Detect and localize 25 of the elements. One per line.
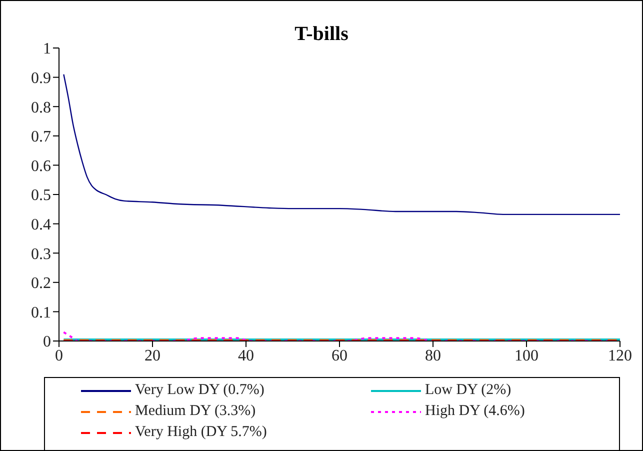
- y-tick-label: 0.2: [31, 275, 51, 292]
- legend-label: Low DY (2%): [425, 382, 512, 399]
- x-tick-label: 20: [144, 347, 160, 364]
- x-tick-label: 100: [514, 347, 538, 364]
- legend-label: High DY (4.6%): [425, 403, 525, 420]
- chart-title: T-bills: [294, 23, 348, 45]
- y-tick-label: 1: [43, 40, 51, 58]
- y-tick-label: 0.6: [31, 158, 51, 175]
- y-tick-label: 0.4: [31, 216, 51, 234]
- legend-label: Medium DY (3.3%): [135, 403, 256, 420]
- legend-label: Very Low DY (0.7%): [135, 382, 264, 399]
- x-tick-label: 0: [55, 347, 63, 364]
- y-tick-label: 0.8: [31, 99, 51, 116]
- legend-label: Very High (DY 5.7%): [135, 424, 267, 441]
- y-tick-label: 0.5: [31, 187, 51, 204]
- y-tick-label: 0.3: [31, 246, 51, 263]
- y-tick-label: 0.7: [31, 128, 51, 146]
- y-tick-label: 0.1: [31, 304, 51, 322]
- y-tick-label: 0.9: [31, 70, 51, 87]
- x-tick-label: 40: [238, 347, 254, 364]
- x-tick-label: 60: [332, 347, 348, 364]
- x-tick-label: 120: [608, 347, 632, 364]
- x-tick-label: 80: [425, 347, 441, 364]
- y-tick-label: 0: [43, 334, 51, 351]
- line-series: [63, 74, 620, 216]
